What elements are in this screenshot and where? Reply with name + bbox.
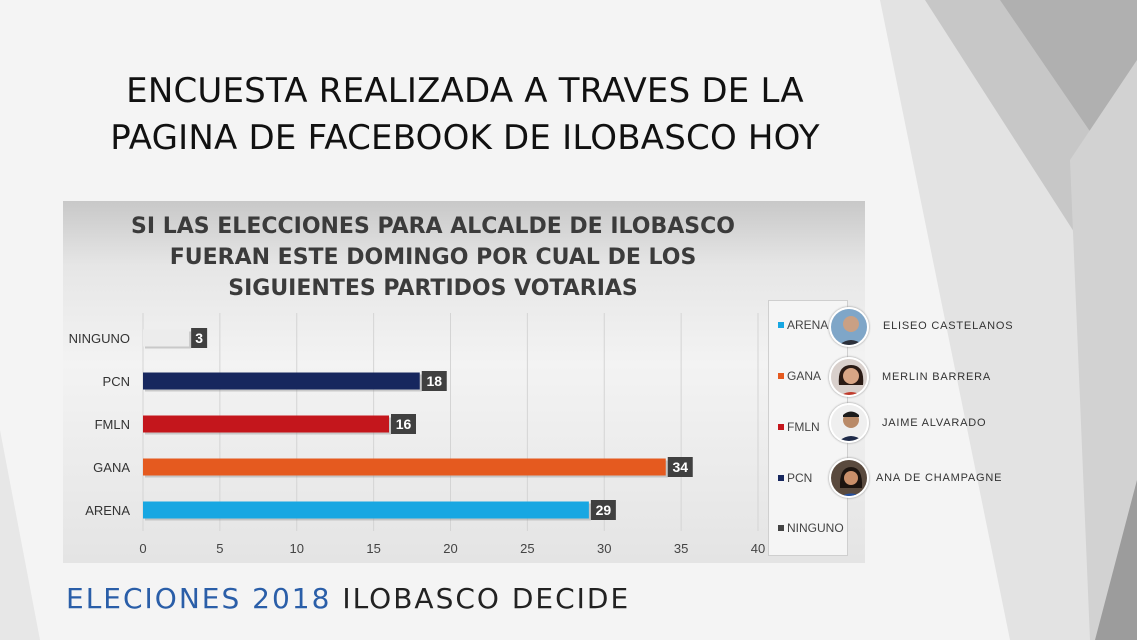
category-label: NINGUNO [69,331,130,346]
legend-swatch-pcn [778,475,784,481]
legend-label-arena: ARENA [787,318,829,332]
data-label-box [391,414,416,434]
category-label: FMLN [95,417,130,432]
data-label: 29 [596,502,612,518]
legend-swatch-arena [778,322,784,328]
candidate-photo-merlin [829,357,869,397]
legend-item-fmln: FMLN [778,420,820,434]
footer-slogan: ELECIONES 2018 ILOBASCO DECIDE [66,582,630,615]
candidate-name-ana: ANA DE CHAMPAGNE [876,472,1003,484]
bar [143,458,666,476]
data-label-box [667,457,693,477]
bar [143,501,589,519]
data-label-box [421,371,447,391]
footer-decide: ILOBASCO DECIDE [342,582,631,615]
x-tick-label: 35 [674,541,688,556]
candidate-name-eliseo: ELISEO CASTELANOS [883,320,1014,332]
data-label: 18 [426,373,442,389]
candidate-photo-jaime [829,403,869,443]
slide-title: ENCUESTA REALIZADA A TRAVES DE LA PAGINA… [40,68,890,162]
legend-label-gana: GANA [787,369,822,383]
data-label: 34 [672,459,688,475]
bar [143,372,420,390]
x-tick-label: 20 [443,541,457,556]
chart-title-line2: FUERAN ESTE DOMINGO POR CUAL DE LOS [169,245,697,270]
x-tick-label: 5 [216,541,223,556]
bar-chart: 0 5 10 15 20 25 30 35 40 NINGUNO 3 PCN 18 FMLN 16 GANA 3… [69,313,765,556]
chart-title-line1: SI LAS ELECCIONES PARA ALCALDE DE ILOBAS… [131,214,735,239]
x-tick-label: 25 [520,541,534,556]
x-tick-label: 30 [597,541,611,556]
x-tick-label: 40 [751,541,765,556]
x-tick-label: 10 [290,541,304,556]
legend-label-pcn: PCN [787,471,813,485]
candidate-photo-eliseo [829,307,869,347]
data-label-box [590,500,616,520]
chart-title: SI LAS ELECCIONES PARA ALCALDE DE ILOBAS… [103,211,763,304]
legend-label-ninguno: NINGUNO [787,521,844,535]
bar [143,329,190,347]
chart-panel: 0 5 10 15 20 25 30 35 40 NINGUNO 3 PCN 18 FMLN 16 GANA 3… [63,201,865,563]
legend-item-pcn: PCN [778,471,812,485]
candidate-name-merlin: MERLIN BARRERA [882,371,991,383]
data-label: 16 [396,416,412,432]
legend-item-ninguno: NINGUNO [778,521,844,535]
legend-item-gana: GANA [778,369,821,383]
category-label: ARENA [85,503,130,518]
footer-elections-year: ELECIONES 2018 [66,582,332,615]
slide-title-line1: ENCUESTA REALIZADA A TRAVES DE LA [126,71,804,111]
category-label: GANA [93,460,130,475]
chart-title-line3: SIGUIENTES PARTIDOS VOTARIAS [228,276,638,301]
legend-item-arena: ARENA [778,318,828,332]
x-tick-label: 15 [366,541,380,556]
legend-swatch-gana [778,373,784,379]
data-label-box [191,328,208,348]
legend-label-fmln: FMLN [787,420,820,434]
slide-title-line2: PAGINA DE FACEBOOK DE ILOBASCO HOY [110,118,820,158]
category-label: PCN [103,374,130,389]
x-tick-label: 0 [139,541,146,556]
candidate-photo-ana [829,458,869,498]
legend-swatch-ninguno [778,525,784,531]
data-label: 3 [195,330,203,346]
candidate-name-jaime: JAIME ALVARADO [882,417,987,429]
legend-swatch-fmln [778,424,784,430]
bar [143,415,389,433]
